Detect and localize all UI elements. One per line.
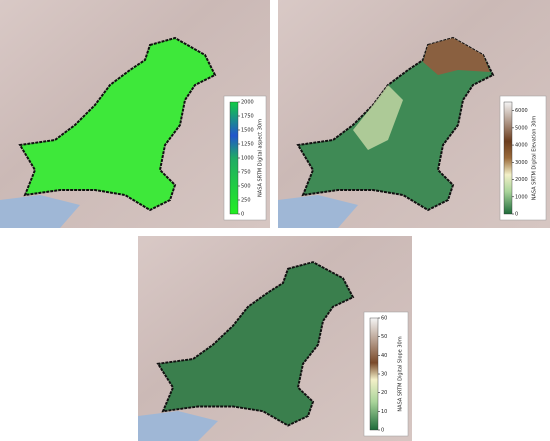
colorbar-tick-label: 40 xyxy=(381,353,387,359)
colorbar-label: NASA SRTM Digital aspect 30m xyxy=(258,119,264,197)
colorbar-tick-label: 20 xyxy=(381,390,387,396)
colorbar-tick-label: 60 xyxy=(381,316,387,322)
colorbar-tick-label: 2000 xyxy=(241,100,254,106)
colorbar-label: NASA SRTM Digital Elevation 30m xyxy=(532,116,538,201)
colorbar-tick-label: 2000 xyxy=(515,177,528,183)
colorbar-tick-label: 30 xyxy=(381,372,387,378)
colorbar-tick-label: 50 xyxy=(381,334,387,340)
colorbar-tick-label: 0 xyxy=(381,428,384,434)
colorbar xyxy=(503,101,513,215)
colorbar-tick-label: 1000 xyxy=(515,194,528,200)
colorbar-tick-label: 250 xyxy=(241,198,251,204)
colorbar-tick-label: 1250 xyxy=(241,142,254,148)
colorbar-tick-label: 750 xyxy=(241,170,251,176)
colorbar xyxy=(369,317,379,431)
colorbar-tick-label: 10 xyxy=(381,409,387,415)
colorbar-tick-label: 4000 xyxy=(515,143,528,149)
map-panel xyxy=(0,0,270,228)
colorbar-tick-label: 500 xyxy=(241,184,251,190)
colorbar-tick-label: 5000 xyxy=(515,125,528,131)
colorbar-tick-label: 6000 xyxy=(515,108,528,114)
colorbar-tick-label: 1750 xyxy=(241,114,254,120)
colorbar-tick-label: 0 xyxy=(241,212,244,218)
colorbar-label: NASA SRTM Digital Slope 30m xyxy=(398,336,404,411)
colorbar-tick-label: 3000 xyxy=(515,160,528,166)
colorbar-tick-label: 0 xyxy=(515,212,518,218)
colorbar xyxy=(229,101,239,215)
colorbar-tick-label: 1000 xyxy=(241,156,254,162)
colorbar-tick-label: 1500 xyxy=(241,128,254,134)
map-panel xyxy=(138,236,412,441)
